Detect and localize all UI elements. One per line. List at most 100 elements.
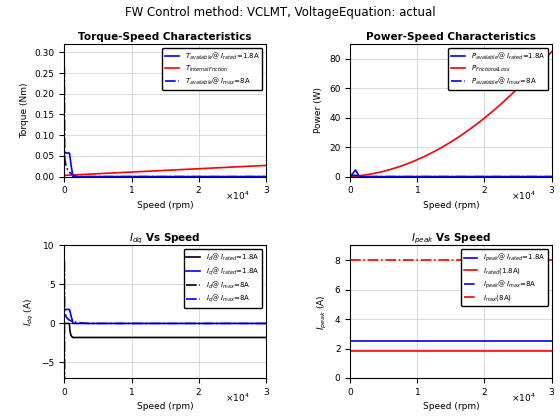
$I_d$@ $I_{max}$=8A — [184, 383, 190, 389]
$I_{peak}$@ $I_{max}$=8A — [521, 209, 528, 214]
$I_d$@ $I_{rated}$=1.8A — [214, 335, 221, 340]
$T_{InternalFriction}$ — [263, 163, 269, 168]
$T_{available}$@ $I_{max}$=8A — [235, 174, 241, 179]
$T_{available}$@ $I_{max}$=8A — [214, 174, 221, 179]
$I_d$@ $I_{max}$=8A — [178, 383, 185, 389]
$T_{available}$@ $I_{max}$=8A — [61, 64, 68, 69]
Line: $I_q$@ $I_{max}$=8A: $I_q$@ $I_{max}$=8A — [64, 261, 266, 323]
$I_q$@ $I_{max}$=8A — [263, 321, 269, 326]
$T_{InternalFriction}$ — [189, 166, 196, 171]
Text: $\times10^4$: $\times10^4$ — [225, 190, 250, 202]
Line: $I_d$@ $I_{rated}$=1.8A: $I_d$@ $I_{rated}$=1.8A — [64, 323, 266, 338]
$T_{InternalFriction}$ — [178, 167, 185, 172]
$P_{FrictionalLoss}$ — [548, 49, 555, 54]
$I_d$@ $I_{max}$=8A — [84, 383, 91, 389]
$P_{available}$@ $I_{max}$=8A — [469, 174, 476, 179]
$I_{peak}$@ $I_{max}$=8A — [475, 209, 482, 214]
X-axis label: Speed (rpm): Speed (rpm) — [137, 201, 193, 210]
Line: $I_q$@ $I_{rated}$=1.8A: $I_q$@ $I_{rated}$=1.8A — [64, 310, 266, 323]
$T_{InternalFriction}$ — [235, 164, 241, 169]
$I_d$@ $I_{rated}$=1.8A — [184, 335, 190, 340]
$I_d$@ $I_{rated}$=1.8A — [263, 335, 269, 340]
$I_q$@ $I_{rated}$=1.8A — [178, 321, 185, 326]
$T_{available}$@ $I_{rated}$=1.8A — [61, 150, 68, 155]
$P_{available}$@ $I_{max}$=8A — [521, 174, 528, 179]
$I_{peak}$@ $I_{rated}$=1.8A — [464, 338, 471, 343]
$I_q$@ $I_{max}$=8A — [189, 321, 196, 326]
$I_{peak}$@ $I_{rated}$=1.8A — [347, 338, 353, 343]
$P_{FrictionalLoss}$ — [469, 125, 476, 130]
$T_{available}$@ $I_{rated}$=1.8A — [73, 174, 80, 179]
Line: $P_{FrictionalLoss}$: $P_{FrictionalLoss}$ — [350, 52, 552, 176]
$I_q$@ $I_{rated}$=1.8A — [61, 307, 68, 312]
$I_q$@ $I_{max}$=8A — [61, 259, 68, 264]
Text: $\times10^4$: $\times10^4$ — [511, 391, 535, 404]
$I_q$@ $I_{rated}$=1.8A — [214, 321, 221, 326]
$I_d$@ $I_{rated}$=1.8A — [69, 335, 76, 340]
$I_{max}$(8A) — [347, 258, 354, 263]
$I_q$@ $I_{max}$=8A — [73, 320, 80, 325]
$P_{available}$@ $I_{max}$=8A — [360, 174, 366, 179]
$I_q$@ $I_{rated}$=1.8A — [69, 321, 76, 326]
$P_{available}$@ $I_{rated}$=1.8A — [521, 174, 528, 179]
Y-axis label: $I_{peak}$ (A): $I_{peak}$ (A) — [316, 294, 329, 330]
$P_{FrictionalLoss}$ — [520, 80, 527, 85]
$I_{peak}$@ $I_{rated}$=1.8A — [360, 338, 366, 343]
$I_{peak}$@ $I_{rated}$=1.8A — [521, 338, 528, 343]
Title: $I_{dq}$ Vs Speed: $I_{dq}$ Vs Speed — [129, 231, 201, 246]
$I_q$@ $I_{max}$=8A — [84, 321, 91, 326]
Legend: $P_{available}$@ $I_{rated}$=1.8A, $P_{FrictionalLoss}$, $P_{available}$@ $I_{ma: $P_{available}$@ $I_{rated}$=1.8A, $P_{F… — [449, 47, 548, 90]
$I_{peak}$@ $I_{max}$=8A — [548, 209, 555, 214]
$I_q$@ $I_{rated}$=1.8A — [263, 321, 269, 326]
$T_{InternalFriction}$ — [73, 172, 80, 177]
Legend: $I_{peak}$@ $I_{rated}$=1.8A, $I_{rated}$(1.8A), $I_{peak}$@ $I_{max}$=8A, $I_{m: $I_{peak}$@ $I_{rated}$=1.8A, $I_{rated}… — [461, 249, 548, 306]
$P_{available}$@ $I_{rated}$=1.8A — [548, 174, 555, 179]
Title: Power-Speed Characteristics: Power-Speed Characteristics — [366, 32, 536, 42]
$T_{InternalFriction}$ — [214, 165, 221, 171]
Title: Torque-Speed Characteristics: Torque-Speed Characteristics — [78, 32, 252, 42]
X-axis label: Speed (rpm): Speed (rpm) — [423, 402, 479, 411]
$P_{available}$@ $I_{max}$=8A — [464, 174, 471, 179]
$I_{max}$(8A) — [347, 258, 353, 263]
$I_d$@ $I_{rated}$=1.8A — [189, 335, 196, 340]
$I_{rated}$(1.8A) — [347, 349, 354, 354]
$P_{FrictionalLoss}$ — [475, 120, 482, 125]
$I_q$@ $I_{max}$=8A — [184, 321, 190, 326]
$P_{available}$@ $I_{rated}$=1.8A — [464, 174, 471, 179]
$I_d$@ $I_{max}$=8A — [235, 383, 241, 389]
$I_{peak}$@ $I_{rated}$=1.8A — [469, 338, 476, 343]
$P_{available}$@ $I_{max}$=8A — [475, 174, 482, 179]
$P_{available}$@ $I_{max}$=8A — [351, 173, 358, 178]
$T_{available}$@ $I_{rated}$=1.8A — [69, 174, 76, 179]
Legend: $I_d$@ $I_{rated}$=1.8A, $I_q$@ $I_{rated}$=1.8A, $I_d$@ $I_{max}$=8A, $I_q$@ $I: $I_d$@ $I_{rated}$=1.8A, $I_q$@ $I_{rate… — [184, 249, 262, 308]
Line: $T_{available}$@ $I_{rated}$=1.8A: $T_{available}$@ $I_{rated}$=1.8A — [64, 153, 266, 176]
$T_{available}$@ $I_{max}$=8A — [73, 174, 80, 179]
$I_{rated}$(1.8A) — [347, 349, 353, 354]
$T_{InternalFriction}$ — [183, 167, 190, 172]
$T_{available}$@ $I_{max}$=8A — [178, 174, 185, 179]
$T_{available}$@ $I_{max}$=8A — [73, 174, 80, 179]
Y-axis label: Power (W): Power (W) — [315, 87, 324, 133]
$P_{available}$@ $I_{rated}$=1.8A — [352, 168, 359, 173]
Text: $\times10^4$: $\times10^4$ — [225, 391, 250, 404]
$I_{peak}$@ $I_{max}$=8A — [347, 209, 353, 214]
$P_{FrictionalLoss}$ — [360, 173, 366, 178]
$P_{available}$@ $I_{rated}$=1.8A — [469, 174, 476, 179]
$P_{FrictionalLoss}$ — [464, 129, 470, 134]
$T_{InternalFriction}$ — [61, 173, 68, 178]
Line: $P_{available}$@ $I_{max}$=8A: $P_{available}$@ $I_{max}$=8A — [350, 175, 552, 176]
Line: $T_{InternalFriction}$: $T_{InternalFriction}$ — [64, 165, 266, 176]
$P_{available}$@ $I_{rated}$=1.8A — [360, 174, 366, 179]
$I_{peak}$@ $I_{rated}$=1.8A — [548, 338, 555, 343]
$I_{peak}$@ $I_{max}$=8A — [348, 209, 355, 214]
$I_{peak}$@ $I_{max}$=8A — [360, 209, 366, 214]
Y-axis label: Torque (Nm): Torque (Nm) — [20, 83, 29, 138]
$P_{available}$@ $I_{rated}$=1.8A — [500, 174, 507, 179]
$P_{FrictionalLoss}$ — [347, 174, 353, 179]
X-axis label: Speed (rpm): Speed (rpm) — [423, 201, 479, 210]
$I_{peak}$@ $I_{max}$=8A — [469, 209, 476, 214]
$T_{available}$@ $I_{max}$=8A — [184, 174, 190, 179]
$I_d$@ $I_{rated}$=1.8A — [235, 335, 241, 340]
Text: FW Control method: VCLMT, VoltageEquation: actual: FW Control method: VCLMT, VoltageEquatio… — [125, 6, 435, 19]
$T_{available}$@ $I_{rated}$=1.8A — [214, 174, 221, 179]
